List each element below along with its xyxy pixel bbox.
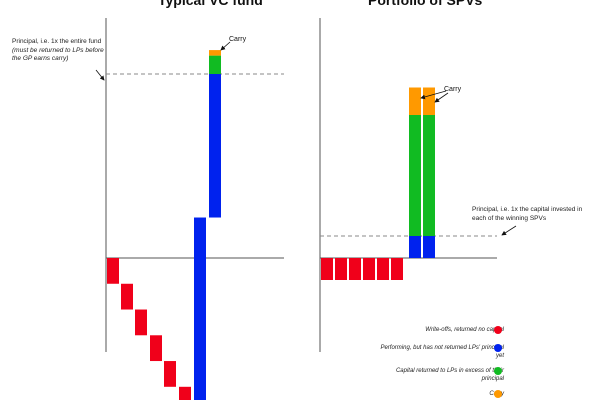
- right-writeoff-bar-4: [363, 258, 375, 280]
- right-winner-1-performing: [409, 236, 421, 258]
- left-carry-label: Carry: [229, 36, 247, 43]
- right-chart-title: Portfolio of SPVs: [368, 0, 483, 8]
- left-principal-note: Principal, i.e. 1x the entire fund (must…: [12, 38, 112, 64]
- left-bar-1-writeoff: [107, 258, 119, 284]
- left-bar-7-performing: [194, 217, 206, 405]
- legend-label-carry: Carry: [374, 390, 504, 398]
- left-bar-5-writeoff: [164, 361, 176, 387]
- left-bars: [107, 50, 221, 405]
- right-winner-2-excess: [423, 115, 435, 236]
- right-writeoff-bar-5: [377, 258, 389, 280]
- left-bar-2-writeoff: [121, 283, 133, 310]
- right-winner-1-carry: [409, 87, 421, 115]
- right-winner-2-carry: [423, 87, 435, 115]
- legend-dot-performing: [494, 344, 502, 352]
- left-principal-text: Principal, i.e. 1x the entire fund: [12, 38, 102, 45]
- left-carry-arrow: [220, 41, 231, 51]
- legend-dot-excess: [494, 367, 502, 375]
- right-writeoff-bar-2: [335, 258, 347, 280]
- left-bar-4-writeoff: [150, 335, 162, 362]
- left-principal-italic: (must be returned to LPs before the GP e…: [12, 46, 104, 63]
- left-chart-title: Typical VC fund: [158, 0, 263, 8]
- legend-label-performing: Performing, but has not returned LPs' pr…: [380, 345, 504, 359]
- legend-dot-carry: [494, 390, 502, 398]
- right-bars: [321, 87, 435, 280]
- left-bar-8-carry: [209, 50, 221, 56]
- left-bar-3-writeoff: [135, 309, 147, 336]
- legend-label-excess: Capital returned to LPs in excess of the…: [395, 368, 504, 382]
- right-principal-note: Principal, i.e. 1x the capital invested …: [472, 206, 583, 222]
- right-writeoff-bar-1: [321, 258, 333, 280]
- right-principal-arrow: [501, 225, 517, 236]
- right-winner-1-excess: [409, 115, 421, 236]
- right-writeoff-bar-6: [391, 258, 403, 280]
- left-bar-6-writeoff: [179, 386, 191, 405]
- right-carry-arrow-1: [420, 90, 447, 100]
- left-bar-8-performing: [209, 74, 221, 218]
- left-principal-arrow: [95, 69, 105, 81]
- legend-label-writeoff: Write-offs, returned no capital: [425, 327, 504, 333]
- legend-dot-writeoff: [494, 326, 502, 334]
- left-bar-8-excess: [209, 55, 221, 74]
- annotation-arrows: [95, 41, 517, 236]
- right-writeoff-bar-3: [349, 258, 361, 280]
- right-axes: [319, 18, 497, 352]
- right-carry-label: Carry: [444, 86, 462, 93]
- right-carry-arrow-2: [434, 92, 449, 103]
- right-winner-2-performing: [423, 236, 435, 258]
